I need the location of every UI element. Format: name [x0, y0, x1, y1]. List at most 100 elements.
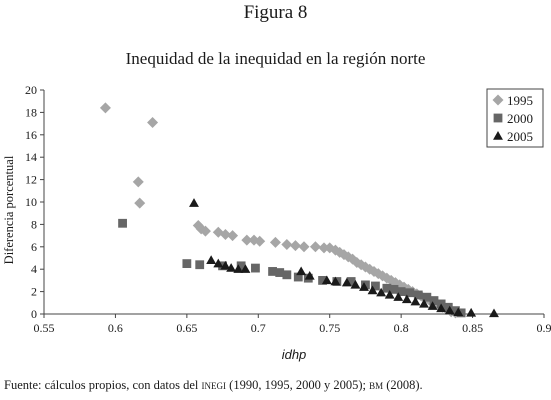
- point-2000: [396, 287, 406, 296]
- point-2000: [389, 284, 399, 294]
- x-tick-label: 0.55: [34, 321, 55, 335]
- point-1995: [298, 241, 310, 253]
- point-2005: [384, 290, 395, 299]
- point-2005: [304, 270, 315, 280]
- point-2000: [318, 276, 327, 285]
- point-1995: [338, 249, 350, 261]
- figure-label: Figura 8: [243, 2, 308, 23]
- point-1995: [134, 197, 146, 209]
- legend-label-2005: 2005: [507, 129, 533, 144]
- point-2000: [282, 270, 292, 280]
- y-tick-label: 2: [31, 285, 37, 299]
- point-2005: [410, 296, 421, 306]
- point-1995: [99, 102, 111, 114]
- point-1995: [309, 241, 321, 253]
- point-2000: [251, 263, 260, 273]
- point-2005: [189, 198, 199, 207]
- source-middle: (1990, 1995, 2000 y 2005);: [226, 378, 370, 392]
- y-tick-label: 8: [31, 217, 37, 231]
- point-2005: [296, 266, 307, 276]
- point-1995: [269, 236, 281, 248]
- point-2005: [359, 282, 369, 291]
- point-2000: [429, 296, 439, 305]
- legend-label-2000: 2000: [507, 111, 533, 126]
- point-2005: [419, 298, 429, 308]
- point-2000: [275, 268, 285, 277]
- point-1995: [199, 225, 211, 237]
- point-1995: [281, 239, 293, 251]
- x-tick-label: 0.65: [176, 321, 197, 335]
- point-2005: [376, 287, 387, 297]
- point-2000: [195, 260, 205, 270]
- point-2000: [443, 302, 453, 312]
- point-2005: [401, 294, 412, 304]
- point-2005: [453, 307, 464, 317]
- point-2005: [489, 308, 499, 318]
- x-tick-label: 0.8: [394, 321, 409, 335]
- point-2000: [182, 259, 192, 268]
- y-tick-label: 12: [25, 173, 37, 187]
- legend-label-1995: 1995: [507, 93, 533, 108]
- legend-marker-1995: [492, 94, 504, 106]
- axes: 0 2 4 6 8 10 12 14 16 18 20 0.55 0.6 0.65 0.7 0.75 0.8 0.…: [2, 83, 551, 362]
- point-2005: [341, 277, 352, 287]
- point-1995: [241, 234, 253, 246]
- point-1995: [227, 230, 239, 242]
- point-2000: [293, 272, 303, 282]
- point-2005: [350, 279, 361, 289]
- point-2005: [233, 264, 244, 273]
- point-2000: [422, 292, 432, 302]
- legend: 1995 2000 2005: [486, 88, 544, 148]
- chart-title: Inequidad de la inequidad en la región n…: [125, 49, 426, 68]
- point-2000: [405, 288, 415, 298]
- y-axis-label: Diferencia porcentual: [2, 155, 16, 264]
- point-2005: [444, 305, 455, 315]
- source-note: Fuente: cálculos propios, con datos del …: [4, 378, 549, 393]
- scatter-chart: 0 2 4 6 8 10 12 14 16 18 20 0.55 0.6 0.65 0.7 0.75 0.8 0.…: [2, 83, 551, 362]
- point-2000: [451, 306, 460, 316]
- legend-marker-2005: [493, 131, 503, 140]
- source-org-bm: bm: [369, 378, 384, 392]
- point-2000: [371, 281, 380, 291]
- point-2005: [436, 303, 447, 313]
- point-2005: [226, 263, 237, 272]
- point-2000: [118, 218, 127, 228]
- point-2000: [218, 261, 227, 271]
- point-2005: [367, 285, 378, 295]
- point-1995: [132, 176, 144, 188]
- data-points: [99, 102, 499, 319]
- point-2005: [393, 292, 404, 301]
- y-tick-label: 20: [25, 83, 37, 97]
- y-tick-label: 16: [25, 128, 37, 142]
- legend-marker-2000: [493, 113, 503, 123]
- source-org-inegi: inegi: [201, 378, 227, 392]
- y-tick-label: 6: [31, 240, 37, 254]
- x-tick-label: 0.75: [319, 321, 340, 335]
- point-2005: [240, 264, 251, 273]
- y-tick-label: 0: [31, 307, 37, 321]
- x-tick-label: 0.85: [462, 321, 483, 335]
- x-axis-label: idhp: [282, 347, 307, 362]
- point-2005: [466, 307, 477, 317]
- source-suffix: (2008).: [383, 378, 423, 392]
- x-tick-label: 0.6: [108, 321, 123, 335]
- point-1995: [219, 228, 231, 240]
- x-tick-label: 0.9: [537, 321, 551, 335]
- point-2005: [330, 276, 341, 286]
- point-1995: [147, 116, 159, 128]
- y-tick-label: 14: [25, 150, 37, 164]
- x-tick-label: 0.7: [251, 321, 266, 335]
- point-2000: [268, 267, 277, 276]
- point-2005: [427, 301, 438, 310]
- y-tick-label: 18: [25, 105, 37, 119]
- point-2005: [213, 258, 224, 268]
- point-2005: [206, 255, 217, 264]
- point-2005: [321, 275, 332, 285]
- point-2005: [220, 260, 231, 270]
- point-2000: [382, 283, 392, 293]
- y-tick-label: 4: [31, 262, 37, 276]
- point-1995: [289, 240, 301, 252]
- point-2000: [413, 290, 423, 300]
- y-tick-label: 10: [25, 195, 37, 209]
- point-2000: [236, 261, 246, 271]
